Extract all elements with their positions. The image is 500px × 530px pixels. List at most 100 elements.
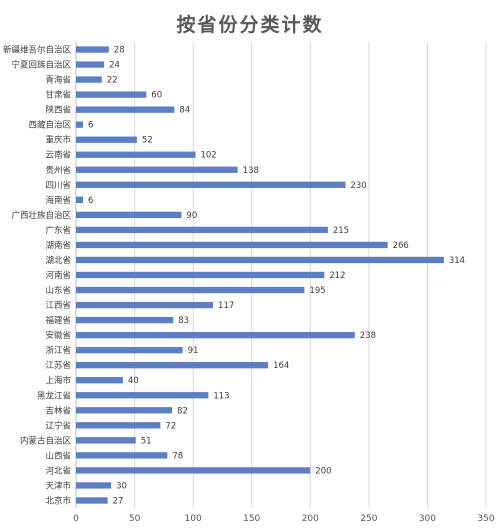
category-label: 陕西省 bbox=[45, 105, 71, 116]
data-label: 117 bbox=[218, 301, 234, 311]
bar bbox=[76, 377, 123, 384]
category-label: 海南省 bbox=[45, 195, 71, 206]
bar bbox=[76, 392, 209, 399]
bar bbox=[76, 46, 109, 53]
category-label: 上海市 bbox=[45, 375, 71, 386]
data-label: 238 bbox=[360, 331, 376, 341]
category-label: 宁夏回族自治区 bbox=[11, 60, 71, 71]
category-label: 山东省 bbox=[45, 285, 71, 296]
bar bbox=[76, 61, 105, 68]
bar bbox=[76, 362, 269, 369]
data-label: 83 bbox=[178, 316, 189, 326]
x-tick-label: 350 bbox=[477, 514, 494, 524]
category-label: 青海省 bbox=[45, 75, 71, 86]
bar bbox=[76, 347, 183, 354]
x-tick-label: 300 bbox=[419, 514, 436, 524]
data-label: 195 bbox=[309, 286, 325, 296]
data-label: 24 bbox=[109, 61, 120, 71]
category-label: 吉林省 bbox=[45, 405, 71, 416]
bar bbox=[76, 482, 112, 489]
bar bbox=[76, 76, 102, 83]
data-label: 22 bbox=[107, 76, 118, 86]
data-label: 215 bbox=[333, 226, 349, 236]
data-label: 51 bbox=[141, 436, 152, 446]
category-label: 天津市 bbox=[45, 480, 71, 491]
bar bbox=[76, 256, 444, 264]
bar bbox=[76, 136, 137, 143]
category-label: 福建省 bbox=[45, 315, 71, 326]
data-label: 30 bbox=[116, 481, 127, 491]
x-tick-label: 100 bbox=[185, 514, 202, 524]
bar bbox=[76, 286, 305, 294]
bar bbox=[76, 407, 173, 414]
category-label: 安徽省 bbox=[45, 330, 71, 341]
data-label: 91 bbox=[188, 346, 199, 356]
bar bbox=[76, 316, 174, 324]
data-label: 314 bbox=[449, 256, 465, 266]
category-label: 山西省 bbox=[45, 450, 71, 461]
category-label: 江苏省 bbox=[45, 360, 71, 371]
bar bbox=[76, 437, 136, 444]
chart-title: 按省份分类计数 bbox=[176, 14, 324, 36]
x-tick-label: 0 bbox=[73, 514, 79, 524]
bar bbox=[76, 452, 168, 459]
category-label: 河南省 bbox=[45, 270, 71, 281]
data-label: 138 bbox=[243, 166, 259, 176]
category-label: 广西壮族自治区 bbox=[11, 210, 71, 221]
category-label: 甘肃省 bbox=[45, 90, 71, 101]
data-label: 102 bbox=[200, 151, 216, 161]
data-label: 82 bbox=[177, 406, 188, 416]
category-label: 湖南省 bbox=[45, 240, 71, 251]
bar bbox=[76, 467, 311, 474]
category-label: 湖北省 bbox=[45, 255, 71, 266]
bar bbox=[76, 497, 108, 504]
bar bbox=[76, 166, 238, 173]
x-tick-label: 150 bbox=[243, 514, 260, 524]
data-label: 113 bbox=[213, 391, 229, 401]
data-label: 212 bbox=[329, 271, 345, 281]
bar bbox=[76, 301, 214, 309]
category-label: 浙江省 bbox=[45, 345, 71, 356]
data-label: 164 bbox=[273, 361, 289, 371]
bar bbox=[76, 106, 175, 113]
category-label: 新疆维吾尔自治区 bbox=[3, 45, 72, 56]
bar bbox=[76, 121, 84, 128]
category-label: 贵州省 bbox=[45, 165, 71, 176]
data-label: 266 bbox=[393, 241, 409, 251]
category-label: 内蒙古自治区 bbox=[20, 435, 72, 446]
data-label: 90 bbox=[186, 211, 197, 221]
bar bbox=[76, 196, 84, 203]
x-tick-label: 50 bbox=[129, 514, 141, 524]
data-label: 200 bbox=[315, 466, 331, 476]
bar bbox=[76, 422, 161, 429]
category-label: 黑龙江省 bbox=[37, 390, 72, 401]
data-label: 27 bbox=[113, 496, 124, 506]
category-label: 广东省 bbox=[45, 225, 71, 236]
data-label: 6 bbox=[88, 121, 93, 131]
category-label: 北京市 bbox=[45, 495, 71, 506]
bar bbox=[76, 151, 196, 158]
bar bbox=[76, 241, 388, 249]
bar bbox=[76, 91, 147, 98]
category-label: 江西省 bbox=[45, 300, 71, 311]
data-label: 28 bbox=[114, 46, 125, 56]
bar bbox=[76, 181, 346, 188]
category-label: 辽宁省 bbox=[45, 420, 71, 431]
data-label: 6 bbox=[88, 196, 93, 206]
data-label: 78 bbox=[172, 451, 183, 461]
category-label: 重庆市 bbox=[45, 135, 71, 146]
data-label: 40 bbox=[128, 376, 139, 386]
bar bbox=[76, 331, 355, 339]
x-tick-label: 200 bbox=[302, 514, 319, 524]
bar bbox=[76, 271, 325, 279]
category-label: 西藏自治区 bbox=[28, 120, 71, 131]
category-label: 四川省 bbox=[45, 180, 71, 191]
data-label: 60 bbox=[151, 91, 162, 101]
data-label: 230 bbox=[350, 181, 366, 191]
data-label: 72 bbox=[165, 421, 176, 431]
data-label: 52 bbox=[142, 136, 153, 146]
bar bbox=[76, 211, 182, 219]
bar bbox=[76, 226, 328, 234]
